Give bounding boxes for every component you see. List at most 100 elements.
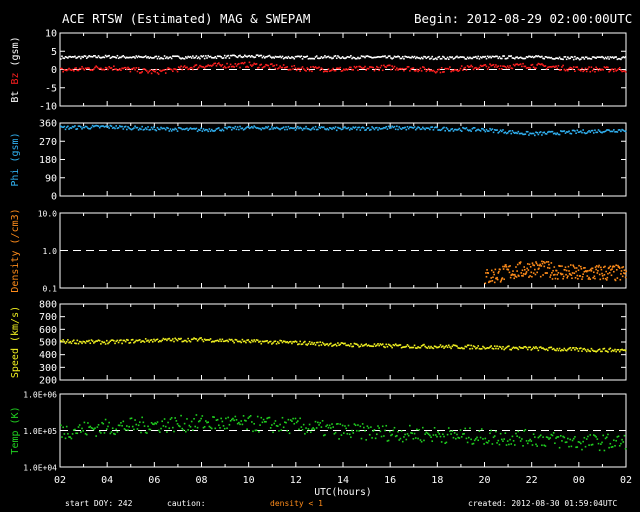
data-point bbox=[333, 432, 336, 435]
data-point bbox=[197, 128, 200, 131]
data-point bbox=[542, 436, 544, 438]
data-point bbox=[496, 276, 498, 279]
data-point bbox=[383, 435, 385, 437]
data-point bbox=[302, 341, 305, 344]
data-point bbox=[183, 339, 186, 342]
data-point bbox=[470, 130, 472, 133]
data-point bbox=[541, 347, 543, 350]
data-point bbox=[570, 67, 573, 69]
data-point bbox=[550, 262, 553, 264]
data-point bbox=[227, 416, 230, 419]
data-point bbox=[338, 67, 340, 70]
data-point bbox=[482, 55, 484, 58]
data-point bbox=[230, 54, 233, 57]
data-point bbox=[344, 425, 346, 427]
data-point bbox=[317, 67, 319, 69]
data-point bbox=[398, 439, 401, 441]
data-point bbox=[137, 67, 140, 69]
data-point bbox=[558, 56, 561, 59]
data-point bbox=[101, 68, 103, 71]
data-point bbox=[620, 270, 623, 272]
data-point bbox=[322, 56, 325, 59]
data-point bbox=[62, 126, 64, 129]
data-point bbox=[557, 349, 560, 352]
data-point bbox=[372, 127, 375, 129]
data-point bbox=[134, 57, 136, 59]
data-point bbox=[367, 127, 370, 129]
data-point bbox=[379, 128, 382, 130]
data-point bbox=[70, 342, 73, 345]
data-point bbox=[613, 439, 615, 442]
data-point bbox=[603, 273, 606, 276]
data-point bbox=[499, 129, 502, 132]
data-point bbox=[251, 55, 253, 57]
data-point bbox=[387, 125, 390, 128]
data-point bbox=[170, 339, 173, 342]
data-point bbox=[376, 433, 378, 436]
y-tick-label: 500 bbox=[39, 338, 57, 349]
data-point bbox=[173, 68, 175, 70]
data-point bbox=[104, 66, 107, 69]
data-point bbox=[511, 273, 514, 275]
data-point bbox=[490, 56, 492, 59]
data-point bbox=[173, 129, 175, 131]
data-point bbox=[489, 432, 491, 435]
data-point bbox=[611, 266, 614, 268]
data-point bbox=[497, 57, 500, 60]
data-point bbox=[405, 128, 408, 131]
data-point bbox=[453, 344, 456, 347]
data-point bbox=[542, 274, 544, 276]
data-point bbox=[508, 55, 510, 57]
data-point bbox=[223, 65, 226, 68]
data-point bbox=[486, 55, 489, 58]
data-point bbox=[396, 344, 398, 347]
data-point bbox=[492, 131, 495, 134]
data-point bbox=[269, 340, 272, 343]
data-point bbox=[478, 129, 481, 131]
data-point bbox=[96, 66, 99, 69]
y-tick-label: -5 bbox=[45, 83, 57, 94]
data-point bbox=[337, 422, 339, 425]
caution-label: caution: bbox=[167, 499, 206, 508]
data-point bbox=[600, 266, 602, 269]
data-point bbox=[379, 343, 382, 345]
data-point bbox=[223, 54, 226, 57]
data-point bbox=[531, 262, 534, 264]
data-point bbox=[221, 57, 224, 60]
data-point bbox=[266, 64, 268, 67]
data-point bbox=[595, 57, 597, 59]
data-point bbox=[515, 346, 517, 349]
data-point bbox=[68, 55, 70, 58]
data-point bbox=[65, 56, 68, 59]
data-point bbox=[304, 56, 306, 58]
data-point bbox=[102, 125, 105, 127]
data-point bbox=[276, 425, 279, 427]
data-point bbox=[126, 56, 128, 59]
data-point bbox=[142, 340, 145, 342]
data-point bbox=[363, 344, 365, 347]
data-point bbox=[398, 126, 401, 128]
data-point bbox=[502, 440, 504, 442]
data-point bbox=[524, 133, 527, 135]
data-point bbox=[495, 430, 497, 433]
data-point bbox=[571, 272, 574, 274]
data-point bbox=[142, 421, 145, 424]
data-point bbox=[87, 127, 89, 129]
data-point bbox=[618, 66, 621, 69]
data-point bbox=[412, 438, 415, 440]
data-point bbox=[427, 433, 430, 436]
data-point bbox=[280, 56, 283, 59]
data-point bbox=[417, 437, 419, 440]
data-point bbox=[366, 344, 369, 347]
data-point bbox=[111, 127, 114, 129]
data-point bbox=[417, 346, 419, 348]
data-point bbox=[360, 437, 363, 440]
data-point bbox=[89, 425, 92, 428]
data-point bbox=[147, 71, 149, 74]
data-point bbox=[298, 343, 300, 345]
data-point bbox=[188, 68, 191, 70]
data-point bbox=[184, 430, 187, 433]
data-point bbox=[458, 437, 461, 439]
data-point bbox=[131, 128, 134, 130]
data-point bbox=[93, 428, 95, 431]
